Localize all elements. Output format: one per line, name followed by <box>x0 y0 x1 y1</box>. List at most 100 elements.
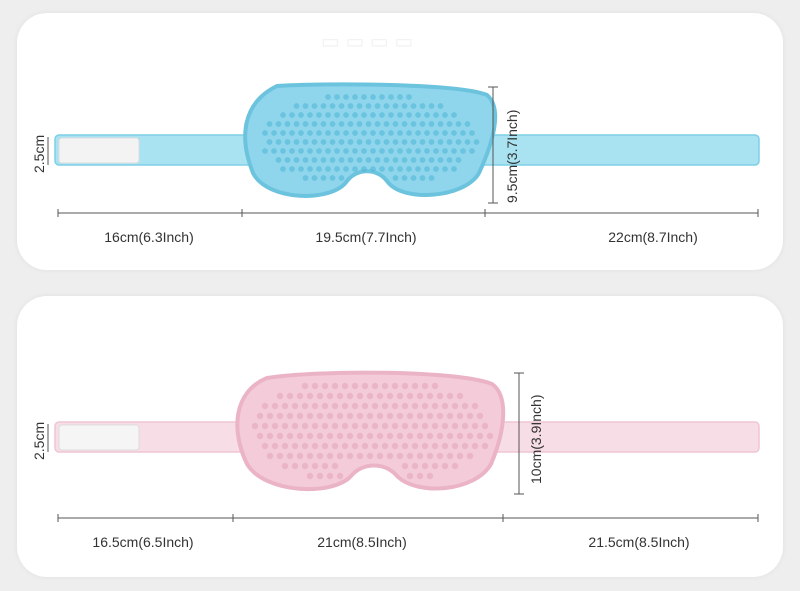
gel-bead <box>316 452 324 460</box>
gel-bead <box>286 392 294 400</box>
gel-bead <box>307 112 313 118</box>
gel-bead <box>261 402 269 410</box>
gel-bead <box>271 442 279 450</box>
gel-bead <box>366 452 374 460</box>
gel-bead <box>441 422 449 430</box>
gel-bead <box>266 452 274 460</box>
gel-bead <box>366 432 374 440</box>
gel-bead <box>386 452 394 460</box>
gel-bead <box>334 130 340 136</box>
gel-bead <box>365 157 372 163</box>
gel-bead <box>416 432 424 440</box>
gel-bead <box>343 112 349 118</box>
gel-bead <box>271 148 277 154</box>
gel-bead <box>289 166 295 172</box>
gel-bead <box>410 121 417 127</box>
gel-bead <box>391 382 399 390</box>
gel-bead <box>415 166 421 172</box>
gel-bead <box>421 462 429 470</box>
gel-bead <box>366 392 374 400</box>
gel-bead <box>293 157 300 163</box>
gel-bead <box>289 148 295 154</box>
gel-bead <box>401 157 408 163</box>
gel-bead <box>401 139 408 145</box>
gel-bead <box>456 432 464 440</box>
gel-bead <box>351 382 359 390</box>
gel-bead <box>356 103 363 109</box>
gel-bead <box>370 112 376 118</box>
gel-bead <box>336 412 344 420</box>
gel-bead <box>436 452 444 460</box>
gel-bead <box>311 402 319 410</box>
gel-bead <box>281 462 289 470</box>
blue-mask-width-label: 19.5cm(7.7Inch) <box>315 229 416 245</box>
gel-bead <box>374 139 381 145</box>
gel-bead <box>336 452 344 460</box>
gel-bead <box>416 472 424 480</box>
gel-bead <box>281 402 289 410</box>
gel-bead <box>433 166 439 172</box>
gel-bead <box>406 112 412 118</box>
gel-bead <box>455 121 462 127</box>
gel-bead <box>456 412 464 420</box>
blue-mask-diagram: ▭ ▭ ▭ ▭ 2.5cm 9.5cm(3.7Inch) 16cm(6.3Inc… <box>31 31 760 245</box>
gel-bead <box>316 392 324 400</box>
gel-bead <box>346 412 354 420</box>
gel-bead <box>262 148 268 154</box>
gel-bead <box>406 452 414 460</box>
gel-bead <box>347 139 354 145</box>
gel-bead <box>379 130 385 136</box>
gel-bead <box>473 139 480 145</box>
product-card-blue: ▭ ▭ ▭ ▭ 2.5cm 9.5cm(3.7Inch) 16cm(6.3Inc… <box>17 13 783 270</box>
gel-bead <box>431 462 439 470</box>
gel-bead <box>276 412 284 420</box>
gel-bead <box>383 157 390 163</box>
gel-bead <box>347 157 354 163</box>
gel-bead <box>316 166 322 172</box>
pink-gel-beads <box>251 382 494 480</box>
gel-bead <box>396 412 404 420</box>
gel-bead <box>266 432 274 440</box>
gel-bead <box>411 402 419 410</box>
gel-bead <box>320 139 327 145</box>
gel-bead <box>352 112 358 118</box>
gel-bead <box>466 412 474 420</box>
gel-bead <box>411 442 419 450</box>
gel-bead <box>361 382 369 390</box>
gel-bead <box>431 442 439 450</box>
gel-bead <box>419 121 426 127</box>
gel-bead <box>421 442 429 450</box>
gel-bead <box>476 432 484 440</box>
gel-bead <box>346 392 354 400</box>
gel-bead <box>347 103 354 109</box>
gel-bead <box>301 442 309 450</box>
gel-bead <box>441 462 449 470</box>
gel-bead <box>289 130 295 136</box>
gel-bead <box>320 157 327 163</box>
gel-bead <box>379 94 385 100</box>
gel-bead <box>307 148 313 154</box>
gel-bead <box>411 422 419 430</box>
gel-bead <box>298 112 304 118</box>
gel-bead <box>320 103 327 109</box>
gel-bead <box>419 139 426 145</box>
gel-bead <box>311 121 318 127</box>
gel-bead <box>388 94 394 100</box>
gel-bead <box>446 157 453 163</box>
gel-bead <box>336 432 344 440</box>
gel-bead <box>428 103 435 109</box>
gel-bead <box>284 157 291 163</box>
gel-bead <box>361 94 367 100</box>
gel-bead <box>286 452 294 460</box>
gel-bead <box>321 402 329 410</box>
gel-bead <box>466 452 474 460</box>
gel-bead <box>397 166 403 172</box>
gel-bead <box>406 432 414 440</box>
gel-bead <box>311 157 318 163</box>
gel-bead <box>316 130 322 136</box>
gel-bead <box>388 166 394 172</box>
gel-bead <box>386 412 394 420</box>
gel-bead <box>419 157 426 163</box>
gel-bead <box>424 130 430 136</box>
gel-bead <box>316 412 324 420</box>
